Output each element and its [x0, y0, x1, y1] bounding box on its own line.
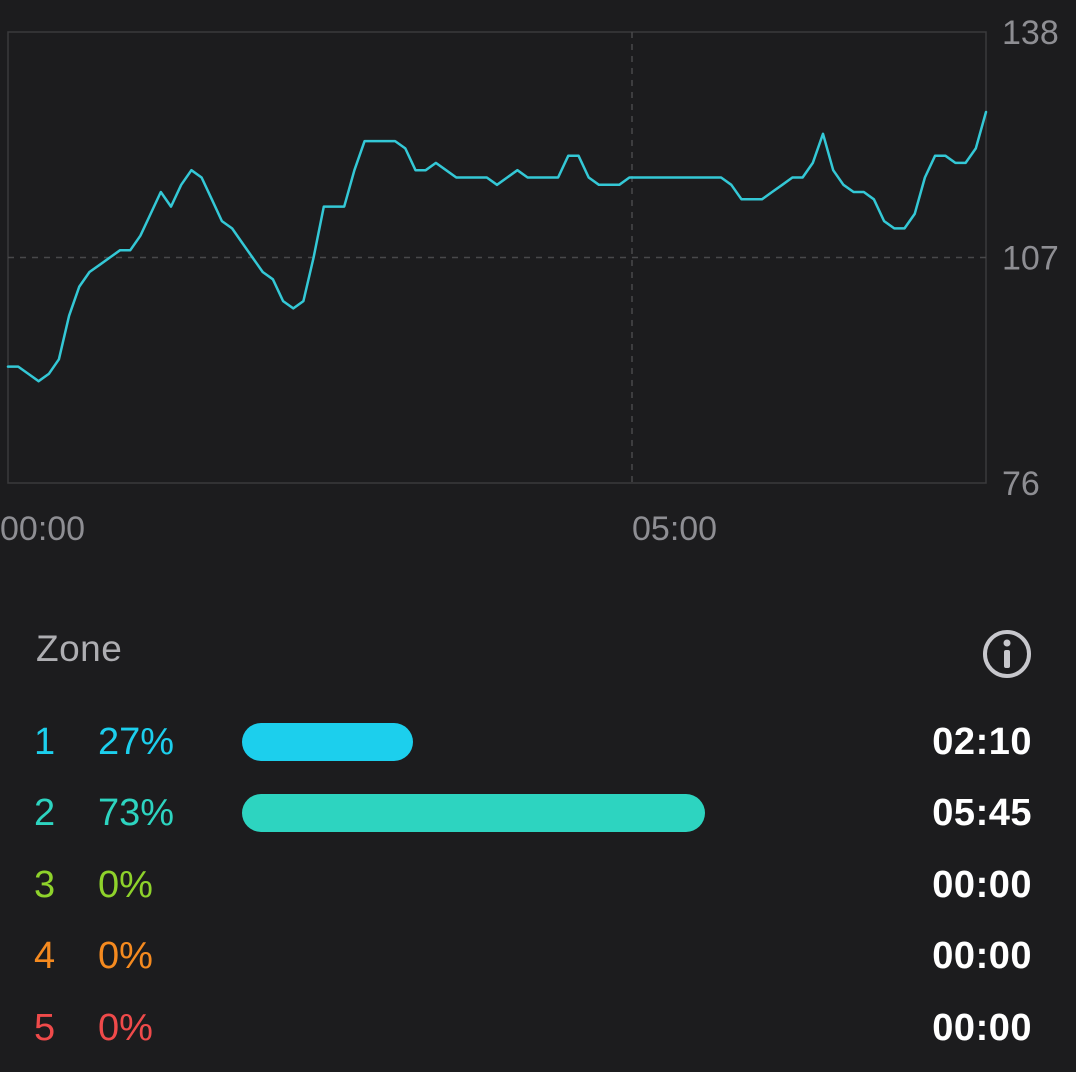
zone-time: 00:00 — [932, 864, 1032, 906]
zone-percent: 0% — [98, 935, 153, 977]
zone-row-3: 3 0% 00:00 — [0, 855, 1076, 915]
zone-row-2: 2 73% 05:45 — [0, 783, 1076, 843]
zone-row-1: 1 27% 02:10 — [0, 712, 1076, 772]
zone-number: 2 — [34, 792, 56, 834]
zone-time: 02:10 — [932, 721, 1032, 763]
zone-percent: 0% — [98, 864, 153, 906]
zone-time: 05:45 — [932, 792, 1032, 834]
x-tick-label: 00:00 — [0, 510, 85, 548]
zone-number: 4 — [34, 935, 56, 977]
zone-percent: 27% — [98, 721, 175, 763]
zone-number: 3 — [34, 864, 56, 906]
zone-row-5: 5 0% 00:00 — [0, 998, 1076, 1058]
heart-rate-chart: 76 107 138 00:00 05:00 — [0, 14, 1059, 548]
info-circle-icon[interactable] — [981, 628, 1033, 680]
y-tick-label: 107 — [1002, 240, 1059, 278]
heart-rate-line — [6, 110, 988, 383]
zone-percent: 0% — [98, 1007, 153, 1049]
zone-time: 00:00 — [932, 935, 1032, 977]
zone-header: Zone — [36, 628, 123, 669]
zone-row-4: 4 0% 00:00 — [0, 926, 1076, 986]
zone-bar — [242, 794, 705, 832]
y-tick-label: 138 — [1002, 14, 1059, 52]
zone-time: 00:00 — [932, 1007, 1032, 1049]
zone-number: 5 — [34, 1007, 56, 1049]
zone-bar — [242, 723, 413, 761]
y-tick-label: 76 — [1002, 465, 1040, 503]
zone-percent: 73% — [98, 792, 175, 834]
zone-number: 1 — [34, 721, 56, 763]
x-tick-label: 05:00 — [632, 510, 717, 548]
